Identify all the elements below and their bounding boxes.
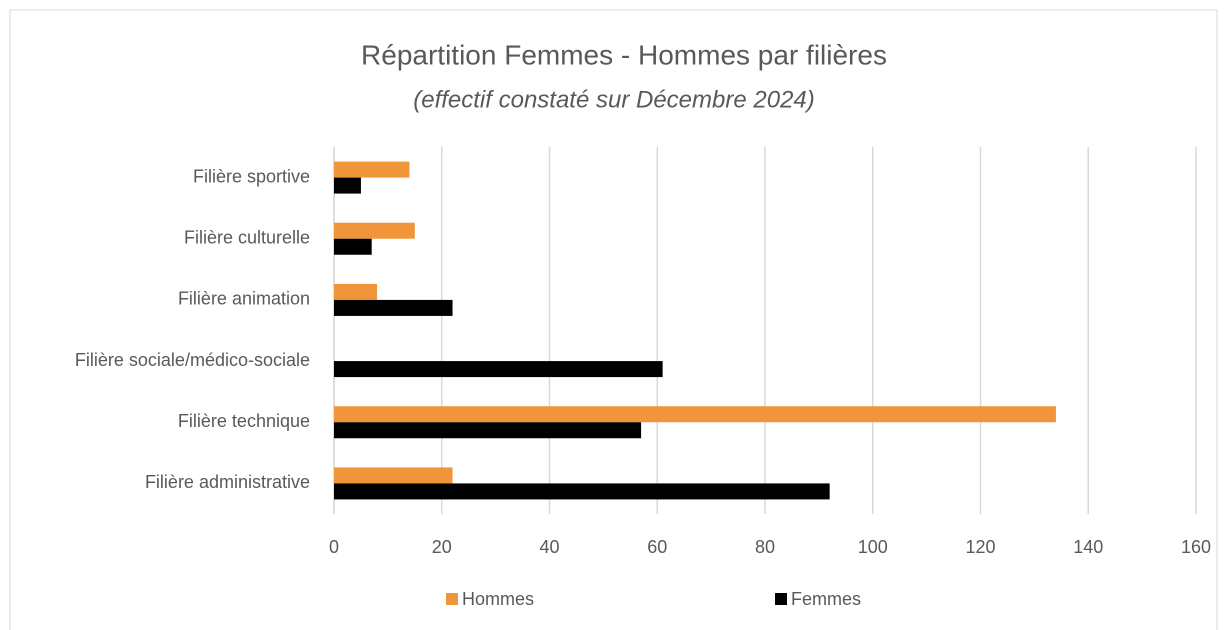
y-tick-label: Filière administrative — [145, 472, 310, 492]
y-tick-label: Filière culturelle — [184, 228, 310, 248]
bar — [334, 177, 361, 194]
chart-border — [9, 9, 1218, 630]
x-tick-label: 160 — [1181, 537, 1211, 557]
x-tick-label: 40 — [539, 537, 559, 557]
x-tick-label: 0 — [329, 537, 339, 557]
x-tick-label: 120 — [965, 537, 995, 557]
bar — [334, 422, 642, 439]
bar — [334, 283, 378, 300]
bar — [334, 299, 453, 316]
bar — [334, 406, 1056, 423]
legend-label: Femmes — [791, 589, 861, 609]
bar — [334, 161, 410, 178]
y-tick-label: Filière animation — [178, 289, 310, 309]
bar — [334, 467, 453, 484]
x-tick-label: 60 — [647, 537, 667, 557]
bar — [334, 238, 372, 255]
legend-swatch — [775, 593, 787, 605]
legend-label: Hommes — [462, 589, 534, 609]
chart-subtitle: (effectif constaté sur Décembre 2024) — [413, 86, 815, 113]
x-tick-label: 20 — [432, 537, 452, 557]
y-tick-label: Filière sociale/médico-sociale — [75, 350, 310, 370]
bar — [334, 483, 830, 500]
chart-title: Répartition Femmes - Hommes par filières — [361, 39, 887, 70]
bar — [334, 222, 415, 239]
x-tick-label: 100 — [858, 537, 888, 557]
x-tick-label: 80 — [755, 537, 775, 557]
y-tick-label: Filière technique — [178, 411, 310, 431]
bar — [334, 361, 663, 378]
x-tick-label: 140 — [1073, 537, 1103, 557]
legend-swatch — [446, 593, 458, 605]
y-tick-label: Filière sportive — [193, 166, 310, 186]
